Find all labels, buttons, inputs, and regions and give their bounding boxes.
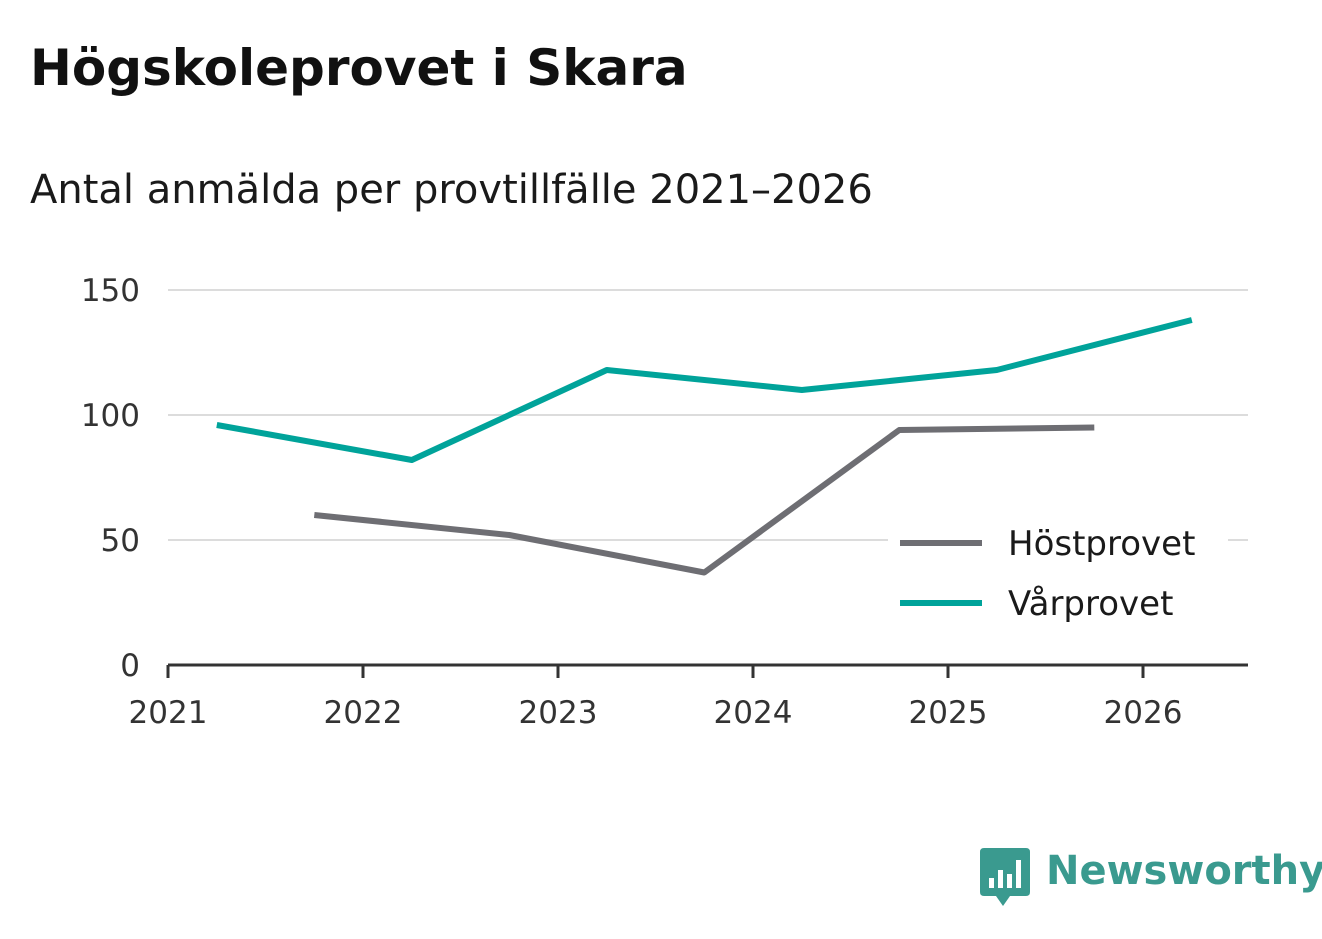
y-tick-label-50: 50 bbox=[101, 523, 140, 559]
axes: 0 50 100 150 2021 2022 2023 2024 2025 2026 bbox=[81, 273, 1248, 731]
series-line-1 bbox=[216, 317, 1193, 463]
x-tick-label-2025: 2025 bbox=[909, 695, 988, 731]
chart-title: Högskoleprovet i Skara bbox=[30, 39, 688, 97]
x-tick-label-2021: 2021 bbox=[129, 695, 208, 731]
y-tick-label-150: 150 bbox=[81, 273, 140, 309]
chart-subtitle: Antal anmälda per provtillfälle 2021–202… bbox=[30, 167, 873, 213]
bar-chart-speech-bubble-icon bbox=[980, 848, 1030, 906]
x-tick-label-2023: 2023 bbox=[519, 695, 598, 731]
x-tick-label-2024: 2024 bbox=[714, 695, 793, 731]
legend: Höstprovet Vårprovet bbox=[888, 512, 1228, 634]
legend-label-1: Vårprovet bbox=[1008, 584, 1173, 624]
legend-background bbox=[888, 512, 1228, 634]
brand-name: Newsworthy bbox=[1046, 848, 1322, 894]
brand-logo: Newsworthy bbox=[980, 848, 1322, 910]
series-lines bbox=[216, 317, 1193, 576]
x-tick-label-2022: 2022 bbox=[324, 695, 403, 731]
y-tick-label-0: 0 bbox=[120, 648, 140, 684]
legend-label-0: Höstprovet bbox=[1008, 524, 1195, 564]
grid-lines bbox=[168, 289, 1248, 541]
y-tick-label-100: 100 bbox=[81, 398, 140, 434]
x-tick-label-2026: 2026 bbox=[1104, 695, 1183, 731]
